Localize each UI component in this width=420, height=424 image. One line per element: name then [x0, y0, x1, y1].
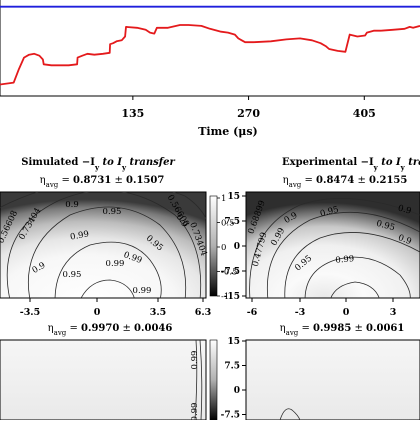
experimental-subtitle: ηavg = 0.8474 ± 0.2155 [283, 175, 408, 189]
contour-line [330, 281, 380, 298]
x-tick-label: 3.5 [150, 307, 167, 318]
x-tick-label: -3 [295, 307, 306, 318]
lower-colorbar-gradient [209, 339, 218, 421]
contour-line [284, 232, 420, 298]
contour-line [0, 192, 206, 220]
contour-line [266, 211, 420, 298]
contour-label: 0.99 [190, 403, 200, 420]
y-tick-label: 7.5 [224, 362, 240, 372]
experimental-heatmap [245, 191, 420, 299]
y-tick-label: 15 [227, 337, 240, 347]
x-tick-label: 6.3 [195, 307, 212, 318]
contour-label: 0.99 [69, 229, 89, 242]
y-tick-label: -15 [224, 292, 240, 302]
contour-line [249, 198, 420, 298]
contour-line [279, 408, 301, 421]
contour-line [80, 279, 135, 298]
y-tick-label: 0 [234, 386, 240, 396]
contour-label: 0.99 [190, 351, 200, 370]
contour-label: 0.9 [397, 233, 413, 247]
contour-label: 0.99 [133, 286, 152, 296]
x-tick-label: -6 [247, 307, 258, 318]
y-tick-label: 7.5 [224, 217, 240, 227]
line-chart-x-label: Time (μs) [198, 125, 258, 138]
x-tick-label: 405 [353, 107, 376, 120]
contour-label: 0.99 [335, 254, 355, 266]
colorbar-gradient [209, 195, 218, 297]
contour-label: 0.99 [106, 259, 125, 269]
lower-colorbar [209, 339, 218, 421]
simulated-panel: Simulated −Iy to Iy transfer ηavg = 0.87… [0, 157, 211, 318]
y-tick-label: 0 [234, 242, 240, 252]
lower-right-subtitle: ηavg = 0.9985 ± 0.0061 [280, 323, 405, 337]
x-tick-label: 135 [121, 107, 144, 120]
x-tick-label: 3 [390, 307, 397, 318]
lower-left-subtitle: ηavg = 0.9970 ± 0.0046 [48, 323, 173, 337]
colorbar-tick-label: -0.5 [221, 268, 237, 278]
colorbar-tick-label: -1 [221, 292, 229, 302]
y-tick-label: 15 [227, 192, 240, 202]
contour-label: 0.95 [103, 207, 122, 217]
lower-right-heatmap [245, 339, 420, 421]
experimental-contours [249, 198, 420, 298]
colorbar: 1 0.5 0 -0.5 -1 [209, 194, 237, 302]
contour-line [194, 339, 203, 421]
x-tick-label: -3.5 [20, 307, 40, 318]
x-tick-label: 0 [94, 307, 101, 318]
line-chart: 135 270 405 Time (μs) [0, 0, 420, 138]
y-tick-label: -7.5 [221, 267, 240, 277]
contour-label: 0.9 [65, 200, 79, 210]
contour-line [54, 241, 162, 298]
contour-line [27, 206, 187, 298]
contour-line [6, 192, 202, 298]
simulated-subtitle: ηavg = 0.8731 ± 0.1507 [40, 175, 165, 189]
x-tick-label: 270 [237, 107, 260, 120]
contour-label: 0.9 [397, 203, 413, 216]
simulated-title: Simulated −Iy to Iy transfer [21, 157, 175, 172]
simulated-contours [0, 192, 206, 298]
experimental-panel: Experimental −Iy to Iy transfer ηavg = 0… [245, 157, 420, 318]
series-line-1 [0, 24, 420, 86]
colorbar-tick-label: 1 [221, 194, 226, 204]
lower-right-panel: ηavg = 0.9985 ± 0.0061 15 7.5 0 -7.5 [221, 323, 420, 421]
contour-line [304, 256, 411, 298]
lower-left-heatmap [0, 339, 207, 421]
experimental-title: Experimental −Iy to Iy transfer [282, 157, 420, 172]
y-tick-label: -7.5 [221, 411, 240, 421]
lower-left-panel: ηavg = 0.9970 ± 0.0046 0.99 0.99 [0, 323, 207, 421]
contour-label: 0.95 [63, 270, 82, 280]
contour-label: 0.95 [319, 205, 340, 220]
colorbar-tick-label: 0 [221, 243, 226, 253]
contour-label: 0.95 [375, 219, 396, 234]
x-tick-label: 0 [343, 307, 350, 318]
colorbar-tick-label: 0.5 [221, 219, 235, 229]
